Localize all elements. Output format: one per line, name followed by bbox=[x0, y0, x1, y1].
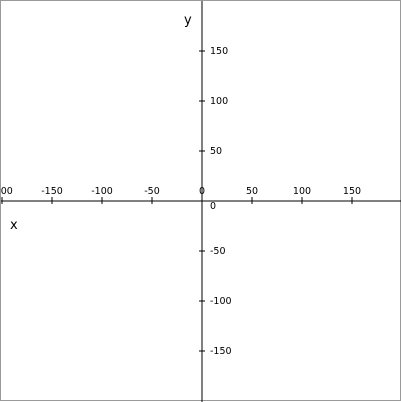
x-tick-label: 0 bbox=[199, 186, 205, 197]
y-tick-label: -50 bbox=[210, 246, 226, 257]
x-tick-label: 150 bbox=[343, 186, 361, 197]
y-tick-label: 100 bbox=[210, 96, 228, 107]
y-tick-label: 0 bbox=[210, 201, 216, 212]
x-axis-ticks: -200 -150 -100 -50 0 50 100 150 bbox=[1, 186, 361, 204]
y-tick-label: -100 bbox=[210, 296, 232, 307]
y-axis-title: y bbox=[184, 13, 192, 28]
x-axis-title: x bbox=[10, 218, 18, 233]
y-axis-ticks: -150 -100 -50 0 50 100 150 bbox=[199, 46, 232, 357]
y-tick-label: -150 bbox=[210, 346, 232, 357]
x-tick-label: 100 bbox=[293, 186, 311, 197]
x-tick-label: 50 bbox=[246, 186, 258, 197]
x-tick-label: -150 bbox=[41, 186, 63, 197]
x-tick-label: -100 bbox=[91, 186, 113, 197]
x-tick-label: -50 bbox=[144, 186, 160, 197]
x-tick-label: -200 bbox=[1, 186, 13, 197]
y-tick-label: 150 bbox=[210, 46, 228, 57]
y-tick-label: 50 bbox=[210, 146, 222, 157]
